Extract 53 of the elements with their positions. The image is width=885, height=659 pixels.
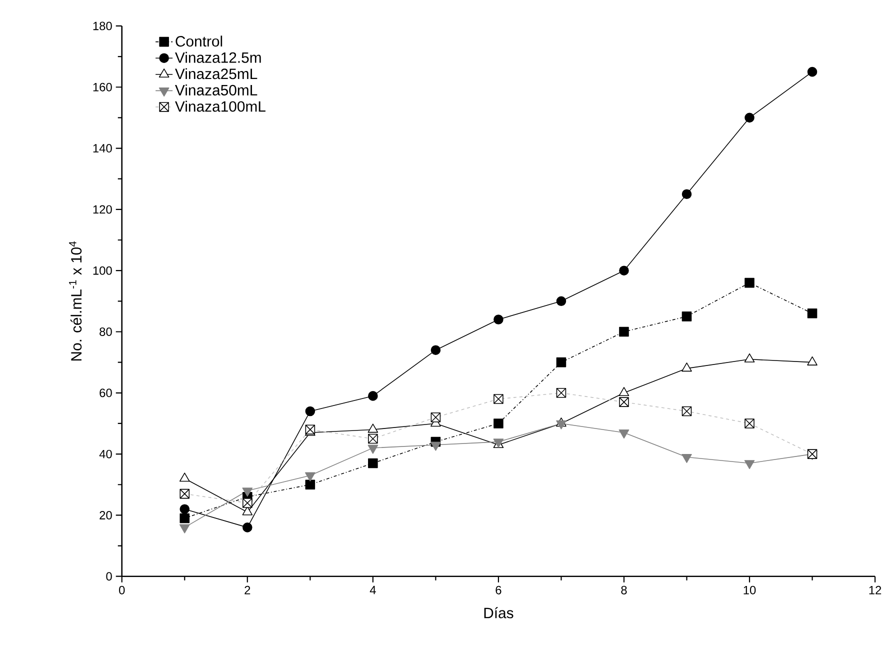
point <box>619 326 629 337</box>
point <box>368 444 378 454</box>
x-tick-label: 4 <box>370 586 376 594</box>
point <box>368 458 378 468</box>
y-axis-title: No. cél.mL$^{-1}$ x 10$^{4}$ <box>69 241 82 360</box>
point <box>179 524 190 534</box>
x-tick-label: 2 <box>244 586 250 594</box>
point <box>618 429 630 438</box>
point <box>368 390 378 401</box>
legend-label: Vinaza25mL <box>175 68 258 80</box>
point <box>494 314 504 324</box>
point <box>807 308 818 318</box>
y-tick-label: 80 <box>100 327 112 336</box>
point <box>556 296 566 306</box>
point <box>556 357 566 368</box>
y-tick-label: 180 <box>93 22 112 30</box>
point <box>619 266 629 276</box>
x-tick-label: 10 <box>744 586 756 594</box>
point <box>744 278 754 288</box>
point <box>556 420 566 430</box>
y-tick-label: 140 <box>93 144 112 152</box>
y-tick-label: 40 <box>99 450 112 458</box>
point <box>305 472 316 482</box>
y-tick-label: 100 <box>93 266 112 275</box>
point <box>242 522 252 532</box>
x-tick-label: 8 <box>621 586 627 594</box>
point <box>242 487 253 497</box>
point <box>744 112 754 122</box>
legend-label: Vinaza50mL <box>175 84 258 96</box>
y-tick-label: 20 <box>100 510 112 520</box>
point <box>430 442 441 451</box>
y-tick-label: 120 <box>93 205 112 214</box>
x-tick-label: 0 <box>119 586 125 594</box>
x-tick-label: 6 <box>496 586 502 594</box>
point <box>682 189 692 199</box>
point <box>807 66 818 77</box>
x-tick-label: 12 <box>869 586 882 594</box>
point <box>305 406 316 416</box>
point <box>682 454 692 463</box>
y-tick-label: 60 <box>100 388 112 397</box>
legend-label: Control <box>176 36 222 46</box>
point <box>430 345 441 355</box>
legend-label: Vinaza12.5m <box>175 52 261 63</box>
y-tick-label: 0 <box>106 572 112 580</box>
point <box>305 480 316 490</box>
x-axis-title: Días <box>484 607 514 618</box>
point <box>494 418 504 428</box>
point <box>180 513 190 524</box>
point <box>180 504 190 514</box>
legend-label: Vinaza100mL <box>175 100 266 112</box>
point <box>682 311 692 322</box>
y-tick-label: 160 <box>93 82 112 92</box>
point <box>744 460 755 469</box>
